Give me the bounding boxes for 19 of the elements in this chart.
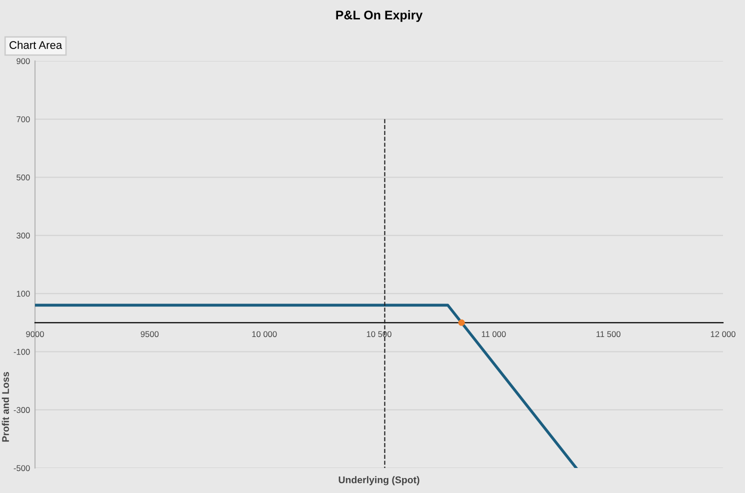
y-tick-label: -500 — [14, 465, 30, 472]
chart-title: P&L On Expiry — [336, 10, 423, 22]
x-tick-label: 9500 — [140, 331, 159, 338]
y-axis-title: Profit and Loss — [2, 372, 9, 442]
y-tick-label: 900 — [16, 58, 30, 64]
x-tick-label: 11 000 — [482, 331, 506, 338]
x-tick-label: 11 500 — [596, 331, 620, 338]
x-tick-label: 10 500 — [366, 331, 392, 338]
y-tick-label: 500 — [16, 174, 30, 180]
y-tick-label: 700 — [16, 116, 30, 122]
x-tick-label: 9000 — [26, 331, 44, 338]
x-axis-title: Underlying (Spot) — [338, 476, 420, 486]
text: Chart Area — [10, 40, 62, 49]
y-tick-label: 100 — [16, 290, 30, 297]
x-tick-label: 10 000 — [252, 331, 277, 338]
y-tick-label: -100 — [14, 348, 30, 355]
y-tick-label: -300 — [14, 407, 30, 413]
x-tick-label: 12 000 — [710, 331, 736, 338]
y-tick-label: 300 — [16, 232, 30, 239]
